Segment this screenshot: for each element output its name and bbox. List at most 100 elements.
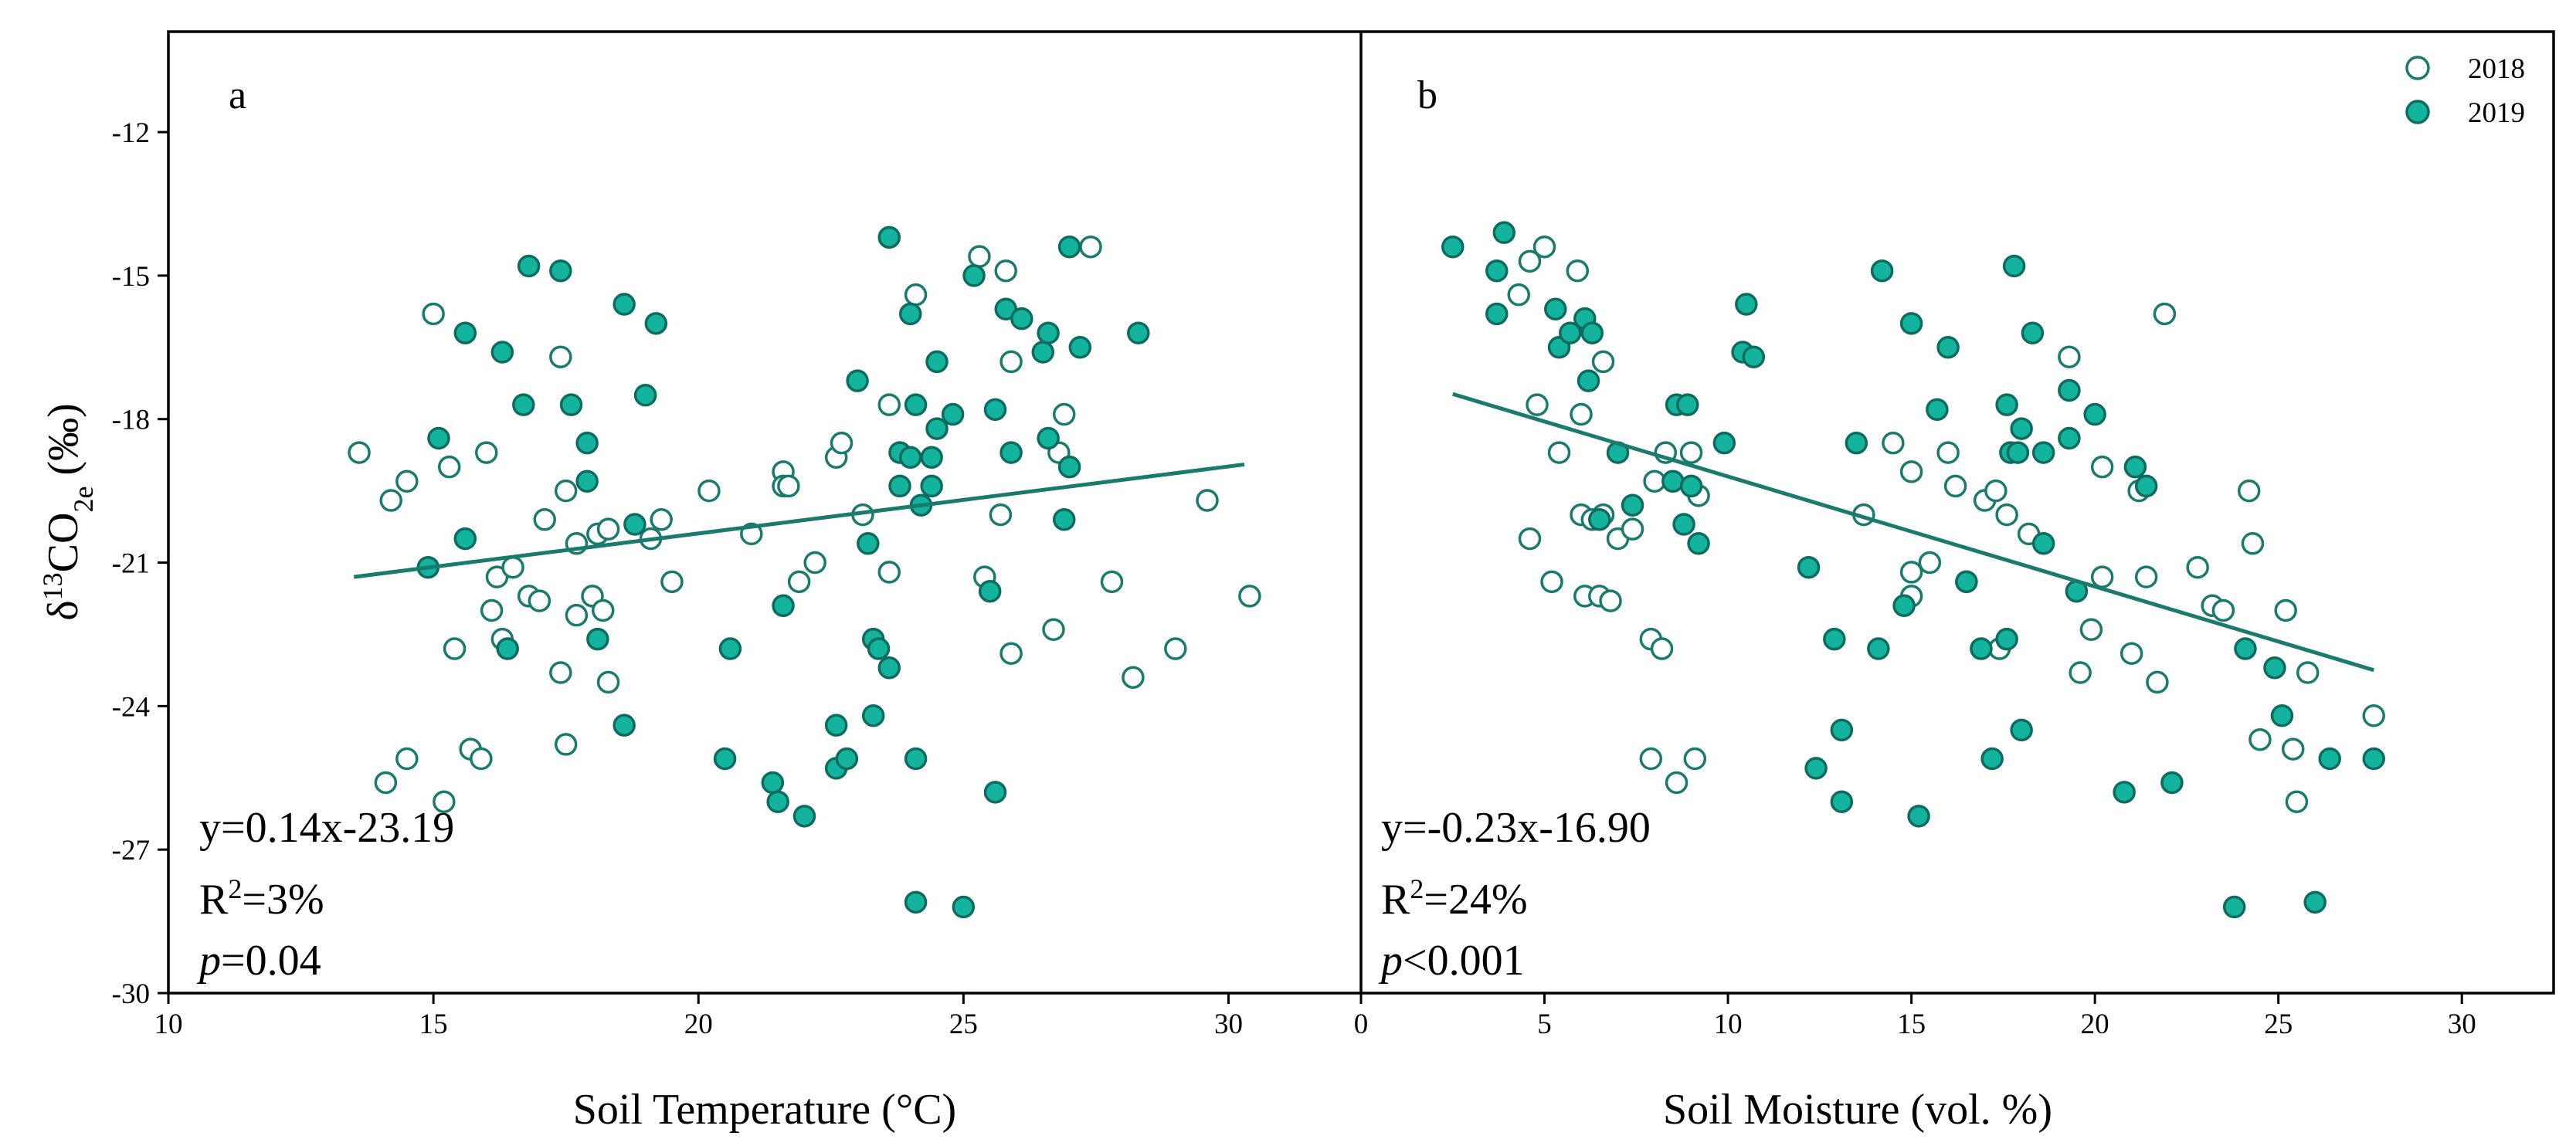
point-2019 bbox=[1936, 336, 1960, 359]
point-2018 bbox=[1052, 402, 1076, 426]
x-tick-label: 25 bbox=[949, 1009, 978, 1040]
point-2018 bbox=[437, 455, 461, 479]
point-2019 bbox=[962, 264, 986, 287]
point-2019 bbox=[1712, 431, 1736, 455]
point-2018 bbox=[877, 561, 901, 584]
point-2019 bbox=[925, 417, 949, 440]
point-2018 bbox=[395, 470, 419, 493]
point-2019 bbox=[496, 637, 519, 660]
point-2018 bbox=[1882, 431, 1905, 455]
point-2019 bbox=[1052, 508, 1076, 531]
point-2019 bbox=[2010, 417, 2033, 440]
panel-a-regression-line bbox=[353, 462, 1245, 579]
point-2019 bbox=[983, 781, 1007, 804]
point-2019 bbox=[623, 513, 647, 536]
point-2019 bbox=[1995, 627, 2018, 651]
point-2018 bbox=[591, 598, 615, 622]
point-2018 bbox=[2090, 455, 2114, 479]
point-2019 bbox=[1867, 637, 1890, 660]
point-2019 bbox=[2058, 426, 2081, 450]
point-2018 bbox=[787, 570, 811, 594]
point-2019 bbox=[888, 474, 911, 498]
point-2019 bbox=[1485, 302, 1509, 326]
panel-a-x-axis-title: Soil Temperature (°C) bbox=[573, 1086, 956, 1134]
y-tick-label: -12 bbox=[112, 117, 150, 149]
point-2019 bbox=[846, 369, 869, 392]
point-2019 bbox=[904, 747, 928, 771]
point-2018 bbox=[1164, 637, 1187, 660]
point-2018 bbox=[1899, 460, 1923, 483]
point-2019 bbox=[490, 341, 514, 364]
point-2018 bbox=[1547, 441, 1571, 464]
point-2019 bbox=[613, 293, 636, 316]
point-2019 bbox=[1031, 341, 1055, 364]
legend-marker-2019 bbox=[2405, 100, 2430, 124]
point-2018 bbox=[777, 474, 800, 498]
point-2018 bbox=[1100, 570, 1124, 594]
point-2019 bbox=[718, 637, 742, 660]
point-2018 bbox=[433, 790, 456, 813]
point-2019 bbox=[877, 225, 901, 249]
panel-b-equation: y=-0.23x-16.90 bbox=[1381, 804, 1651, 852]
point-2018 bbox=[501, 555, 524, 579]
point-2019 bbox=[1661, 470, 1685, 493]
point-2018 bbox=[1665, 771, 1688, 795]
point-2018 bbox=[1042, 618, 1065, 642]
point-2019 bbox=[904, 393, 928, 416]
point-2019 bbox=[713, 747, 737, 771]
point-2018 bbox=[2211, 598, 2235, 622]
x-tick-label: 15 bbox=[419, 1009, 448, 1040]
point-2019 bbox=[861, 704, 885, 727]
point-2019 bbox=[1544, 297, 1567, 321]
point-2018 bbox=[596, 517, 620, 541]
point-2019 bbox=[1892, 594, 1916, 618]
point-2019 bbox=[1057, 235, 1081, 259]
point-2019 bbox=[2234, 637, 2257, 660]
point-2018 bbox=[1540, 570, 1563, 594]
point-2019 bbox=[1823, 627, 1846, 651]
point-2019 bbox=[941, 402, 965, 426]
point-2018 bbox=[422, 302, 445, 326]
point-2018 bbox=[379, 489, 402, 512]
point-2018 bbox=[1518, 249, 1542, 273]
point-2019 bbox=[2058, 378, 2081, 402]
point-2018 bbox=[443, 637, 467, 660]
point-2019 bbox=[1576, 369, 1600, 392]
point-2019 bbox=[2113, 781, 2136, 804]
point-2018 bbox=[1518, 527, 1542, 551]
point-2018 bbox=[2120, 642, 2143, 665]
point-2018 bbox=[1238, 585, 1261, 608]
y-tick-label: -24 bbox=[112, 691, 150, 723]
point-2019 bbox=[1559, 321, 1582, 344]
point-2019 bbox=[2002, 254, 2026, 278]
point-2018 bbox=[1000, 642, 1023, 665]
x-tick-label: 5 bbox=[1537, 1009, 1552, 1040]
y-tick-label: -30 bbox=[112, 978, 150, 1010]
x-tick-label: 20 bbox=[684, 1009, 713, 1040]
y-tick-label: -21 bbox=[112, 548, 150, 580]
point-2019 bbox=[1057, 455, 1081, 479]
point-2019 bbox=[549, 259, 572, 283]
panel-b-label: b bbox=[1417, 73, 1437, 117]
point-2018 bbox=[549, 661, 572, 684]
point-2019 bbox=[2010, 718, 2033, 742]
point-2019 bbox=[1010, 307, 1033, 331]
point-2019 bbox=[2160, 771, 2184, 795]
point-2019 bbox=[2263, 656, 2286, 680]
point-2018 bbox=[989, 503, 1013, 527]
point-2019 bbox=[1830, 718, 1854, 742]
x-tick-label: 10 bbox=[1714, 1009, 1743, 1040]
point-2019 bbox=[2270, 704, 2294, 727]
point-2018 bbox=[2248, 727, 2272, 751]
point-2019 bbox=[2318, 747, 2341, 771]
legend-marker-2018 bbox=[2405, 56, 2430, 80]
point-2019 bbox=[2021, 321, 2045, 344]
point-2018 bbox=[470, 747, 493, 771]
point-2019 bbox=[1580, 321, 1604, 344]
point-2019 bbox=[792, 805, 816, 828]
point-2018 bbox=[1899, 561, 1923, 584]
point-2018 bbox=[650, 508, 673, 531]
point-2018 bbox=[1526, 393, 1549, 416]
point-2018 bbox=[1650, 637, 1674, 660]
panel-b-r2: R2=24% bbox=[1381, 873, 1528, 924]
